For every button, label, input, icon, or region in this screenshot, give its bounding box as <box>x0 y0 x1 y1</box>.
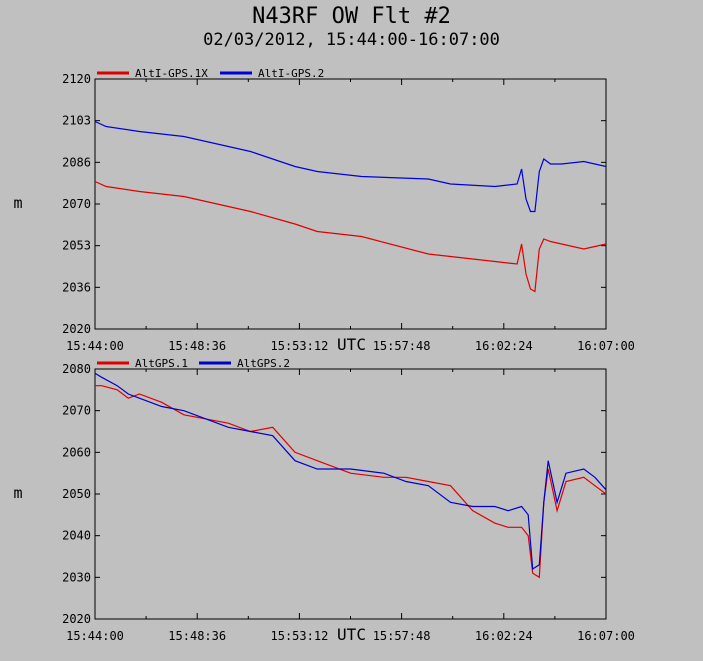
y-tick-label: 2080 <box>62 362 91 376</box>
x-tick-label: 15:53:12 <box>271 339 329 353</box>
plot-frame-1 <box>94 78 607 330</box>
x-axis-label: UTC <box>337 625 366 644</box>
x-tick-label: 15:44:00 <box>66 629 124 643</box>
y-tick-label: 2036 <box>62 280 91 294</box>
plot-frame-2 <box>94 368 607 620</box>
legend-label: AltI-GPS.2 <box>258 67 324 80</box>
series-line-1 <box>94 180 607 293</box>
y-axis-label: m <box>13 194 22 212</box>
y-tick-label: 2070 <box>62 404 91 418</box>
chart-title: N43RF OW Flt #2 <box>252 4 451 29</box>
x-tick-label: 15:57:48 <box>373 339 431 353</box>
series-line-2 <box>94 120 607 213</box>
x-tick-label: 16:02:24 <box>475 629 533 643</box>
x-tick-label: 15:53:12 <box>271 629 329 643</box>
x-tick-label: 15:48:36 <box>168 629 226 643</box>
x-tick-label: 16:02:24 <box>475 339 533 353</box>
x-tick-label: 16:07:00 <box>577 629 635 643</box>
chart-subtitle: 02/03/2012, 15:44:00-16:07:00 <box>203 30 500 50</box>
y-tick-label: 2030 <box>62 570 91 584</box>
y-tick-label: 2020 <box>62 322 91 336</box>
x-tick-label: 16:07:00 <box>577 339 635 353</box>
x-tick-label: 15:48:36 <box>168 339 226 353</box>
y-axis-label: m <box>13 484 22 502</box>
y-tick-label: 2020 <box>62 612 91 626</box>
y-tick-label: 2060 <box>62 445 91 459</box>
y-tick-label: 2050 <box>62 487 91 501</box>
y-tick-label: 2103 <box>62 114 91 128</box>
y-tick-label: 2040 <box>62 529 91 543</box>
series-line-1 <box>95 385 607 579</box>
legend-label: AltGPS.1 <box>135 357 188 370</box>
y-tick-label: 2070 <box>62 197 91 211</box>
legend-label: AltGPS.2 <box>237 357 290 370</box>
y-tick-label: 2086 <box>62 155 91 169</box>
legend-label: AltI-GPS.1X <box>135 67 208 80</box>
x-tick-label: 15:57:48 <box>373 629 431 643</box>
x-tick-label: 15:44:00 <box>66 339 124 353</box>
series-line-2 <box>94 372 607 571</box>
x-axis-label: UTC <box>337 335 366 354</box>
y-tick-label: 2053 <box>62 239 91 253</box>
y-tick-label: 2120 <box>62 72 91 86</box>
